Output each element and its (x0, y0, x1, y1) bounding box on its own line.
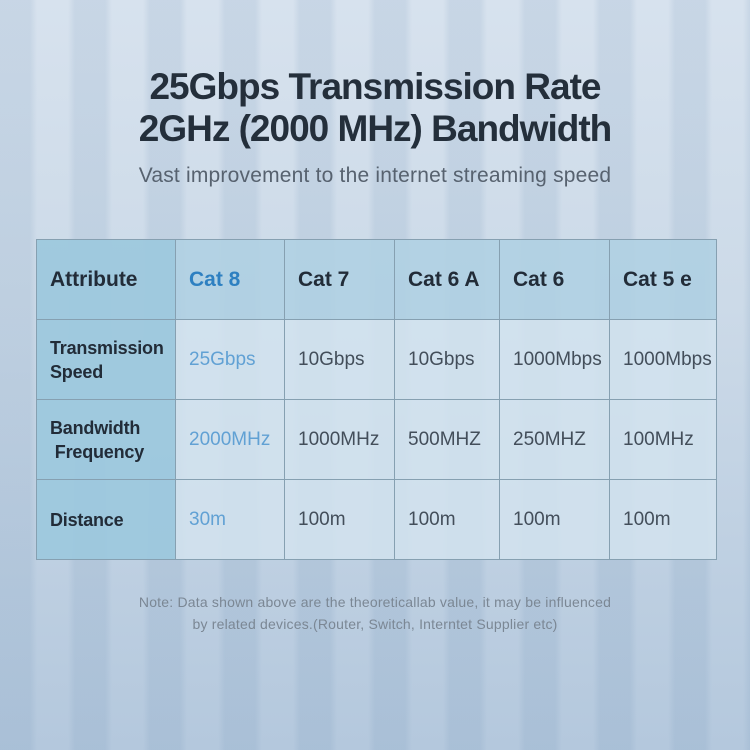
page-title: 25Gbps Transmission Rate 2GHz (2000 MHz)… (0, 66, 750, 150)
column-header-cat5e: Cat 5 e (609, 239, 717, 320)
row-label-bandwidth-frequency: Bandwidth Frequency (36, 399, 176, 480)
footnote: Note: Data shown above are the theoretic… (0, 591, 750, 635)
row-label-transmission-speed: Transmission Speed (36, 319, 176, 400)
cell-bandwidth-cat6: 250MHZ (499, 399, 610, 480)
table-row-transmission-speed: Transmission Speed 25Gbps 10Gbps 10Gbps … (36, 319, 717, 400)
page-title-line1: 25Gbps Transmission Rate (149, 66, 601, 107)
cell-bandwidth-cat8: 2000MHz (175, 399, 285, 480)
table-row-bandwidth-frequency: Bandwidth Frequency 2000MHz 1000MHz 500M… (36, 399, 717, 480)
footnote-line2: by related devices.(Router, Switch, Inte… (192, 616, 558, 632)
column-header-cat7: Cat 7 (284, 239, 395, 320)
row-label-line: Distance (50, 509, 124, 530)
cell-distance-cat5e: 100m (609, 479, 717, 560)
table-header-row: Attribute Cat 8 Cat 7 Cat 6 A Cat 6 Cat … (36, 239, 717, 320)
column-header-cat6a: Cat 6 A (394, 239, 500, 320)
table-row-distance: Distance 30m 100m 100m 100m 100m (36, 479, 717, 560)
page-subtitle: Vast improvement to the internet streami… (138, 164, 612, 187)
cell-bandwidth-cat5e: 100MHz (609, 399, 717, 480)
cell-transmission-cat6: 1000Mbps (499, 319, 610, 400)
row-label-line: Speed (50, 361, 104, 382)
row-label-line: Bandwidth (50, 417, 141, 438)
cell-distance-cat7: 100m (284, 479, 395, 560)
column-header-attribute: Attribute (36, 239, 176, 320)
cell-transmission-cat7: 10Gbps (284, 319, 395, 400)
row-label-distance: Distance (36, 479, 176, 560)
page-title-line2: 2GHz (2000 MHz) Bandwidth (138, 108, 613, 149)
cell-transmission-cat6a: 10Gbps (394, 319, 500, 400)
column-header-cat6: Cat 6 (499, 239, 610, 320)
row-label-line: Transmission (50, 337, 164, 358)
cell-distance-cat6: 100m (499, 479, 610, 560)
footnote-line1: Note: Data shown above are the theoretic… (138, 594, 612, 610)
cell-distance-cat6a: 100m (394, 479, 500, 560)
cell-bandwidth-cat6a: 500MHZ (394, 399, 500, 480)
cell-distance-cat8: 30m (175, 479, 285, 560)
column-header-cat8: Cat 8 (175, 239, 285, 320)
cell-transmission-cat5e: 1000Mbps (609, 319, 717, 400)
cell-transmission-cat8: 25Gbps (175, 319, 285, 400)
row-label-line: Frequency (50, 441, 145, 462)
comparison-table: Attribute Cat 8 Cat 7 Cat 6 A Cat 6 Cat … (36, 239, 717, 560)
cell-bandwidth-cat7: 1000MHz (284, 399, 395, 480)
